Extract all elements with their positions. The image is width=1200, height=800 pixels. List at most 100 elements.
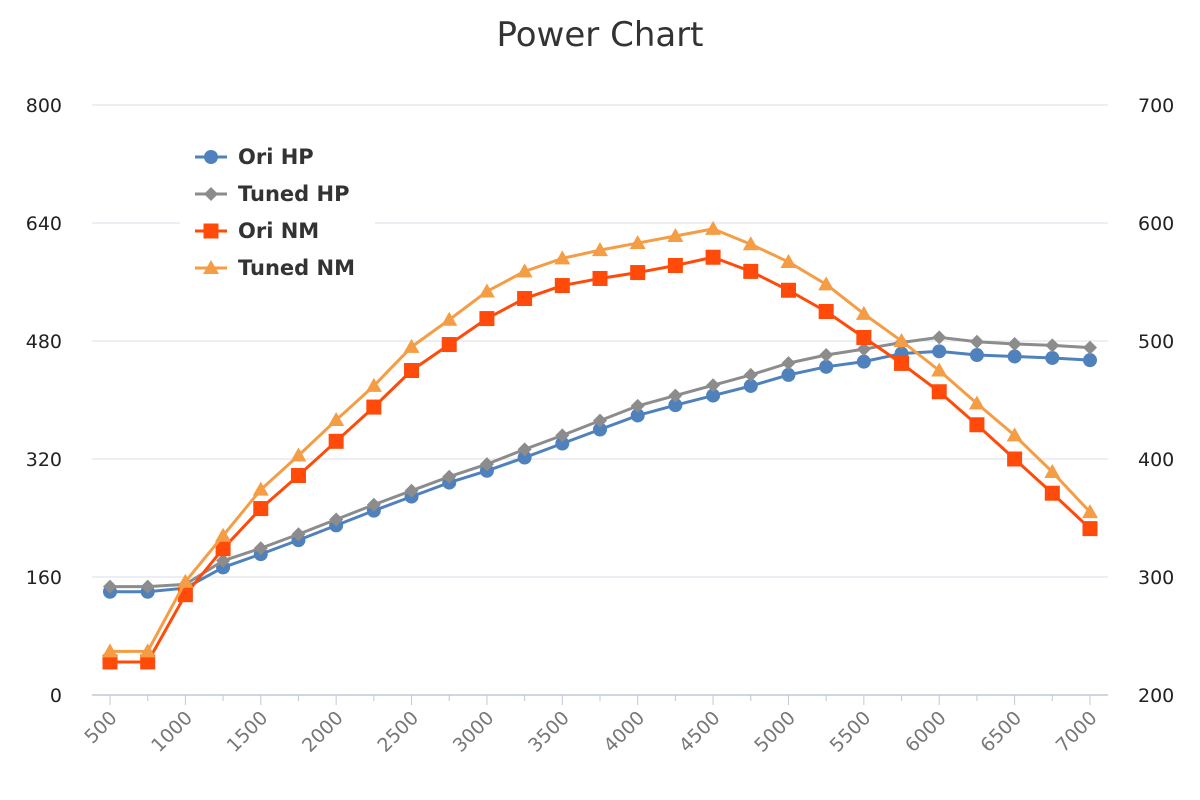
data-point-tuned-hp — [291, 527, 306, 542]
data-point-ori-nm — [705, 249, 721, 265]
data-point-ori-nm — [253, 501, 269, 517]
data-point-ori-hp — [969, 348, 984, 363]
data-point-ori-hp — [932, 344, 947, 359]
data-point-tuned-nm — [403, 338, 420, 353]
data-point-tuned-hp — [1083, 340, 1097, 355]
data-point-tuned-nm — [780, 253, 797, 268]
data-point-ori-nm — [1044, 485, 1060, 501]
x-axis-tick-label: 3000 — [449, 707, 499, 757]
data-point-tuned-nm — [1082, 504, 1098, 519]
x-axis-tick-label: 4500 — [675, 707, 725, 757]
data-point-tuned-nm — [1006, 427, 1023, 442]
legend-item-tuned-hp[interactable]: Tuned HP — [195, 182, 349, 206]
data-point-tuned-nm — [705, 220, 722, 235]
series-line-ori-nm — [110, 255, 1092, 664]
data-point-ori-hp — [517, 450, 532, 465]
data-point-ori-nm — [592, 270, 608, 286]
data-point-tuned-nm — [252, 481, 269, 496]
data-point-ori-nm — [140, 654, 156, 670]
data-point-ori-nm — [554, 278, 570, 294]
data-point-tuned-hp — [819, 348, 834, 363]
data-point-tuned-hp — [630, 398, 645, 413]
legend-item-ori-hp[interactable]: Ori HP — [195, 145, 314, 169]
data-point-tuned-nm — [968, 395, 985, 410]
data-point-tuned-nm — [629, 235, 646, 250]
data-point-tuned-hp — [404, 483, 419, 498]
data-point-ori-nm — [366, 399, 382, 415]
right-axis-tick-label: 200 — [1138, 685, 1174, 707]
data-point-ori-nm — [630, 265, 646, 281]
data-point-tuned-hp — [442, 469, 457, 484]
data-point-ori-nm — [404, 363, 420, 378]
data-point-tuned-nm — [818, 276, 835, 291]
data-point-tuned-hp — [932, 330, 947, 345]
left-axis-tick-label: 160 — [26, 567, 62, 589]
data-point-tuned-nm — [931, 362, 948, 377]
data-point-ori-hp — [555, 436, 570, 451]
data-point-tuned-nm — [328, 412, 345, 427]
data-point-tuned-nm — [667, 227, 684, 242]
right-axis-tick-label: 300 — [1138, 567, 1174, 589]
data-point-ori-nm — [215, 541, 231, 557]
left-axis-tick-label: 480 — [26, 331, 62, 353]
series-lines — [102, 220, 1098, 670]
legend[interactable]: Ori HP Tuned HP Ori NM Tuned NM — [180, 138, 375, 288]
data-point-tuned-hp — [1045, 338, 1060, 353]
data-point-tuned-hp — [1007, 336, 1022, 351]
legend-marker-ori-nm — [203, 223, 219, 239]
data-point-ori-hp — [668, 398, 683, 413]
data-point-ori-nm — [441, 337, 457, 353]
data-point-tuned-nm — [742, 236, 759, 251]
x-axis-tick-label: 500 — [80, 707, 121, 748]
data-point-ori-nm — [780, 282, 796, 298]
data-point-ori-hp — [1007, 349, 1022, 364]
series-tuned-hp — [103, 330, 1097, 594]
x-axis-tick-label: 1000 — [147, 707, 197, 757]
data-point-ori-hp — [1045, 350, 1060, 365]
x-axis-tick-label: 6500 — [976, 707, 1026, 757]
data-point-ori-hp — [1083, 353, 1097, 368]
legend-label: Ori NM — [238, 219, 319, 243]
data-point-ori-hp — [593, 422, 607, 437]
data-point-tuned-hp — [593, 413, 607, 428]
data-point-tuned-hp — [781, 356, 796, 371]
data-point-tuned-nm — [102, 643, 118, 658]
data-point-ori-nm — [479, 311, 495, 327]
data-point-tuned-hp — [668, 388, 683, 403]
data-point-ori-nm — [667, 257, 683, 273]
data-point-tuned-hp — [329, 512, 344, 527]
legend-label: Tuned HP — [238, 182, 349, 206]
data-point-tuned-nm — [290, 447, 307, 462]
right-axis-tick-label: 700 — [1138, 95, 1174, 117]
data-point-ori-nm — [743, 263, 759, 279]
data-point-tuned-nm — [478, 283, 495, 298]
data-point-ori-nm — [517, 291, 533, 307]
x-axis-tick-label: 6000 — [901, 707, 951, 757]
data-point-ori-nm — [1007, 451, 1023, 467]
data-point-tuned-hp — [479, 457, 494, 472]
right-axis-tick-label: 500 — [1138, 331, 1174, 353]
left-axis-tick-label: 640 — [26, 213, 62, 235]
data-point-tuned-hp — [253, 541, 268, 556]
left-axis-tick-label: 800 — [26, 95, 62, 117]
data-point-tuned-hp — [743, 367, 758, 382]
data-point-tuned-hp — [856, 342, 871, 357]
data-point-tuned-hp — [517, 442, 532, 457]
data-point-tuned-hp — [140, 579, 155, 594]
data-point-ori-nm — [328, 433, 344, 449]
data-point-ori-hp — [743, 378, 758, 393]
legend-item-ori-nm[interactable]: Ori NM — [195, 219, 319, 243]
legend-item-tuned-nm[interactable]: Tuned NM — [195, 256, 355, 280]
right-axis-tick-label: 600 — [1138, 213, 1174, 235]
data-point-tuned-nm — [893, 333, 910, 347]
x-axis-tick-label: 1500 — [223, 707, 273, 757]
x-axis-tick-label: 2000 — [298, 707, 348, 757]
right-axis-tick-label: 400 — [1138, 449, 1174, 471]
data-point-ori-hp — [781, 367, 796, 382]
x-axis-tick-label: 7000 — [1052, 707, 1102, 757]
x-axis-tick-label: 5000 — [750, 707, 800, 757]
series-ori-nm — [102, 249, 1098, 670]
data-point-tuned-nm — [215, 527, 232, 542]
data-point-tuned-nm — [855, 305, 872, 320]
